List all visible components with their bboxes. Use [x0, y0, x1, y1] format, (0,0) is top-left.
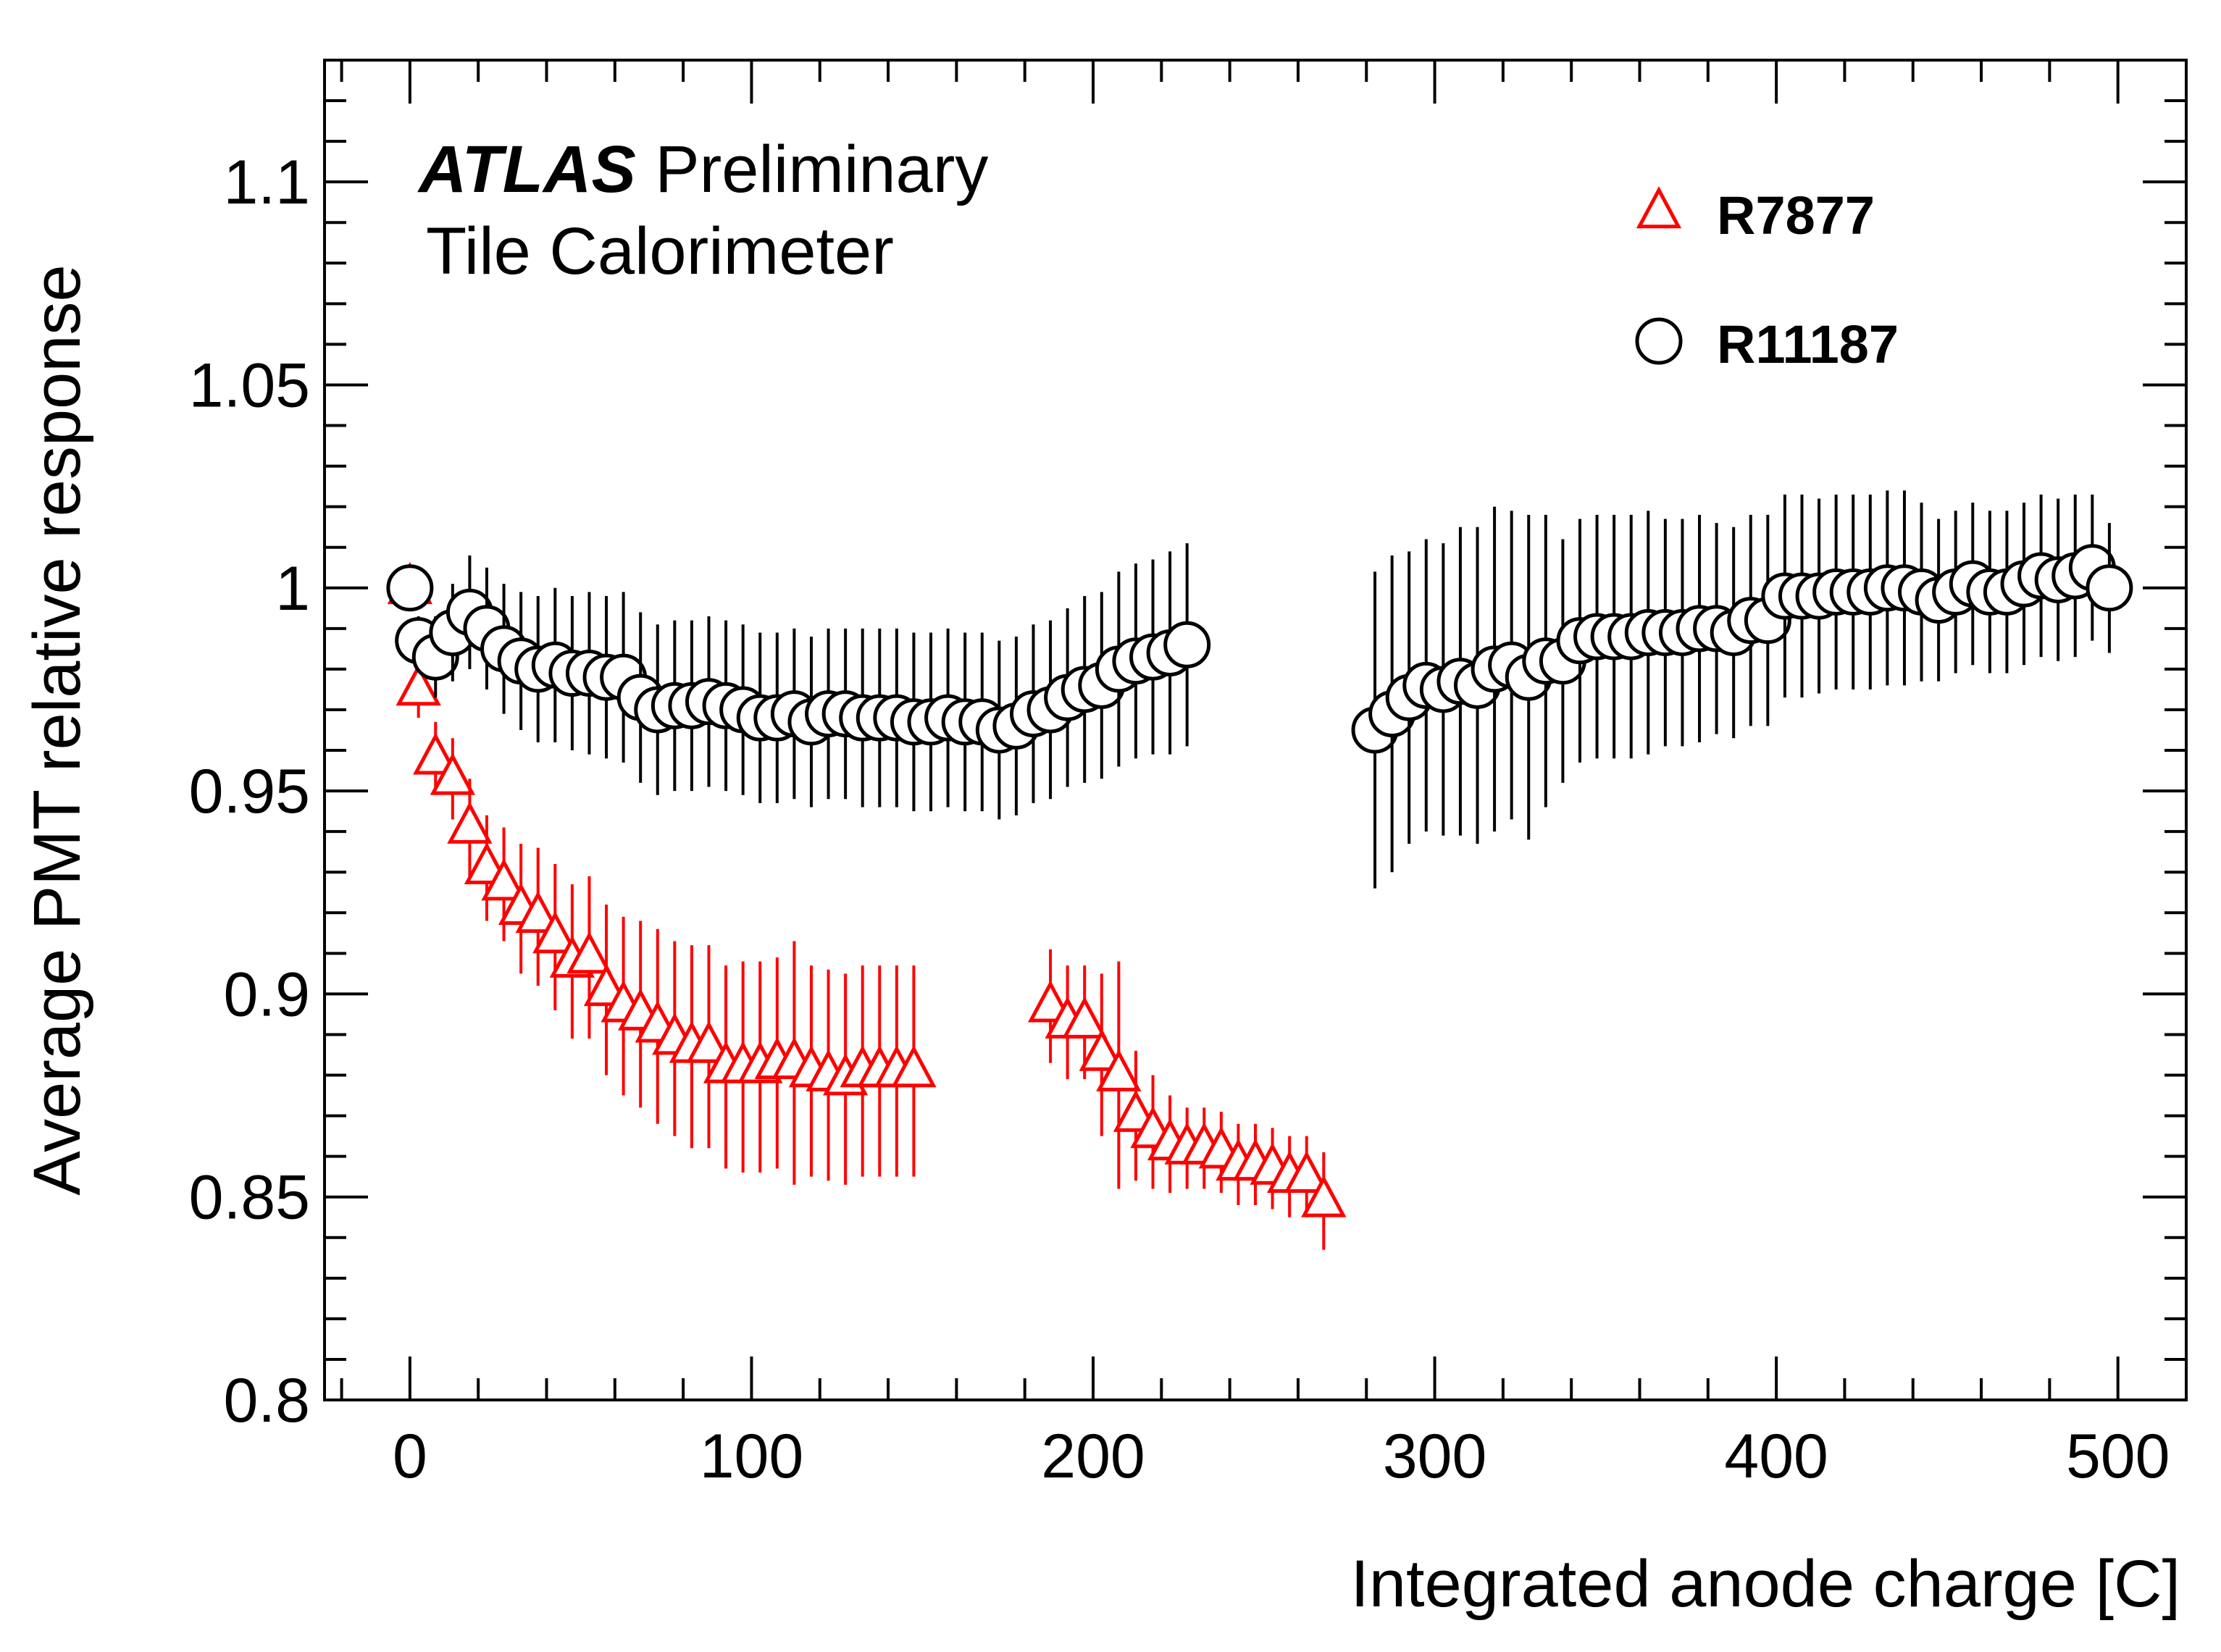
data-point	[1079, 1028, 1124, 1071]
y-tick-label: 1.05	[189, 351, 310, 420]
data-point	[1301, 1175, 1347, 1217]
data-point	[515, 890, 561, 934]
data-point	[481, 858, 527, 901]
x-axis-title: Integrated anode charge [C]	[1350, 1547, 2180, 1621]
series-r11187	[386, 490, 2133, 889]
y-tick-label: 0.95	[189, 757, 310, 826]
y-tick-labels: 0.8 0.85 0.9 0.95 1 1.05 1.1	[189, 148, 310, 1435]
series-r7877	[387, 561, 1347, 1250]
x-tick-label: 200	[1041, 1422, 1145, 1491]
data-point	[447, 801, 493, 844]
plot-frame	[323, 59, 2188, 1401]
y-tick-label: 0.8	[223, 1366, 310, 1435]
x-tick-label: 500	[2066, 1422, 2170, 1491]
y-tick-label: 0.85	[189, 1163, 310, 1233]
atlas-subtitle: Tile Calorimeter	[426, 214, 894, 288]
data-point	[1062, 996, 1108, 1039]
y-tick-label: 1.1	[223, 148, 310, 217]
x-tick-label: 300	[1383, 1422, 1487, 1491]
series-layer	[386, 490, 2133, 1250]
legend-label-r7877: R7877	[1717, 185, 1875, 246]
legend-label-r11187: R11187	[1717, 314, 1899, 374]
atlas-label-bold: ATLAS	[417, 133, 636, 206]
y-axis-title: Average PMT relative response	[20, 264, 94, 1195]
data-point	[430, 752, 476, 795]
legend-marker-r7877	[1636, 186, 1682, 229]
atlas-label: ATLAS Preliminary Tile Calorimeter	[417, 133, 988, 288]
data-point	[532, 911, 578, 954]
x-tick-label: 400	[1724, 1422, 1828, 1491]
x-tick-label: 100	[700, 1422, 804, 1491]
data-point	[1163, 621, 1211, 668]
axis-ticks	[325, 59, 2188, 1401]
atlas-label-rest: Preliminary	[655, 133, 988, 206]
data-point	[396, 663, 441, 706]
data-point	[1284, 1150, 1329, 1193]
data-point	[566, 931, 612, 974]
legend: R7877 R11187	[1635, 185, 1899, 374]
data-point	[686, 1020, 732, 1063]
data-point	[386, 564, 434, 612]
data-point	[2086, 564, 2133, 612]
data-point	[891, 1045, 937, 1088]
data-point	[413, 732, 459, 775]
x-tick-label: 0	[393, 1422, 427, 1491]
y-tick-label: 1	[275, 554, 310, 624]
x-tick-labels: 0 100 200 300 400 500	[393, 1422, 2170, 1491]
svg-text:ATLAS Preliminary: ATLAS Preliminary	[417, 133, 988, 206]
data-point	[1096, 1049, 1142, 1091]
legend-marker-r11187	[1635, 317, 1683, 365]
y-tick-label: 0.9	[223, 960, 310, 1029]
